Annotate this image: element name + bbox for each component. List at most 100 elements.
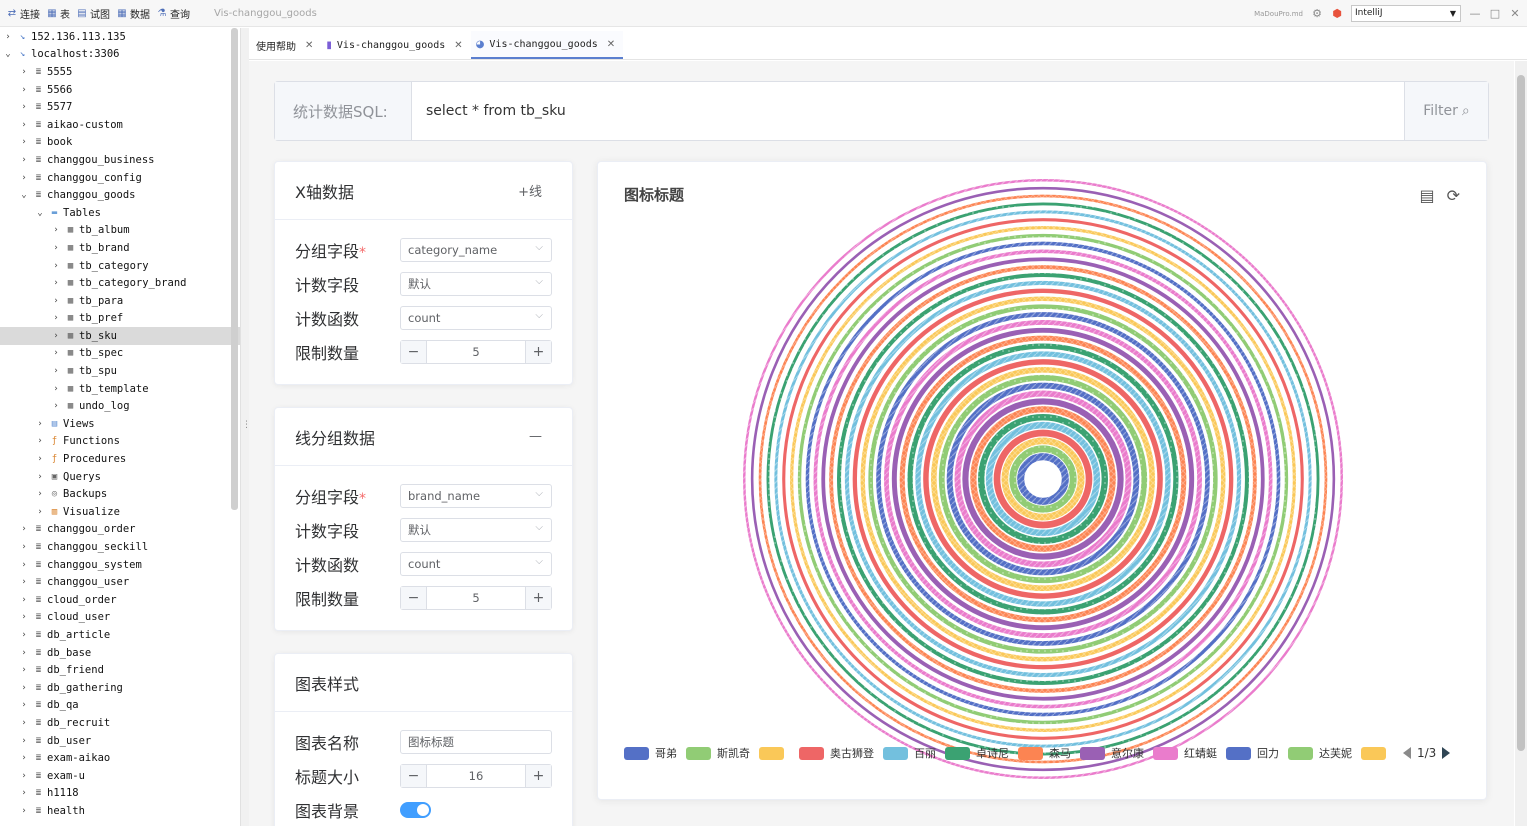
tree-item[interactable]: › ▦ tb_template	[0, 380, 240, 398]
tree-item[interactable]: › ▦ tb_category_brand	[0, 274, 240, 292]
ring-series[interactable]	[829, 265, 1257, 693]
chevron-icon[interactable]: ›	[37, 418, 43, 429]
legend-item[interactable]: 达芙妮	[1288, 745, 1352, 761]
settings-icon[interactable]: ⚙	[1312, 7, 1322, 20]
chevron-icon[interactable]: ›	[5, 31, 11, 42]
chevron-icon[interactable]: ›	[53, 242, 59, 253]
ring-series[interactable]	[970, 406, 1116, 552]
add-line-button[interactable]: +线	[518, 185, 542, 200]
tree-item[interactable]: › ≣ db_article	[0, 626, 240, 644]
chevron-icon[interactable]: ›	[53, 260, 59, 271]
tree-item[interactable]: › ≣ changgou_user	[0, 573, 240, 591]
close-tab-icon[interactable]: ✕	[454, 39, 463, 51]
ring-series[interactable]	[923, 359, 1163, 599]
tree-item[interactable]: › ≣ 5566	[0, 81, 240, 99]
tree-item[interactable]: › ▦ tb_sku	[0, 327, 240, 345]
legend-item[interactable]: 回力	[1226, 745, 1279, 761]
increment-button[interactable]: +	[525, 341, 551, 363]
tree-item[interactable]: › ≣ exam-aikao	[0, 749, 240, 767]
legend-item[interactable]: 哥弟	[624, 745, 677, 761]
chevron-icon[interactable]: ›	[53, 401, 59, 412]
ide-select[interactable]: IntelliJ ▼	[1351, 5, 1461, 22]
editor-tab[interactable]: ◕ Vis-changgou_goods ✕	[470, 31, 624, 59]
tree-item[interactable]: › ≣ changgou_system	[0, 556, 240, 574]
tree-item[interactable]: › ▥ Visualize	[0, 503, 240, 521]
chevron-icon[interactable]: ›	[21, 119, 27, 130]
toolbar-button[interactable]: ⚗ 查询	[156, 6, 190, 21]
chevron-icon[interactable]: ›	[21, 172, 27, 183]
count-field-select[interactable]: 默认 ⌵	[400, 272, 552, 296]
tree-item[interactable]: › ≣ book	[0, 134, 240, 152]
ring-series[interactable]	[821, 257, 1265, 701]
decrement-button[interactable]: −	[401, 587, 427, 609]
chevron-icon[interactable]: ›	[21, 577, 27, 588]
chevron-icon[interactable]: ›	[21, 559, 27, 570]
chart-bg-toggle[interactable]	[400, 802, 431, 818]
chevron-icon[interactable]: ›	[53, 295, 59, 306]
toolbar-button[interactable]: ▦ 数据	[116, 6, 150, 21]
chevron-icon[interactable]: ›	[53, 278, 59, 289]
ring-series[interactable]	[985, 421, 1101, 537]
remove-line-button[interactable]: —	[529, 429, 542, 444]
tree-item[interactable]: › ≣ aikao-custom	[0, 116, 240, 134]
chevron-icon[interactable]: ›	[21, 66, 27, 77]
chevron-icon[interactable]: ›	[21, 84, 27, 95]
count-field-select[interactable]: 默认 ⌵	[400, 518, 552, 542]
chevron-icon[interactable]: ›	[37, 454, 43, 465]
legend-item[interactable]	[1361, 746, 1392, 760]
ring-series[interactable]	[899, 335, 1187, 623]
ring-series[interactable]	[915, 351, 1171, 607]
tree-item[interactable]: › ≣ db_user	[0, 732, 240, 750]
tree-item[interactable]: ⌄ ≣ changgou_goods	[0, 186, 240, 204]
tree-item[interactable]: › ▦ tb_brand	[0, 239, 240, 257]
tree-item[interactable]: › ≣ cloud_user	[0, 609, 240, 627]
next-page-icon[interactable]	[1442, 747, 1451, 759]
chevron-icon[interactable]: ›	[21, 154, 27, 165]
tree-item[interactable]: › ≣ exam-u	[0, 767, 240, 785]
ring-series[interactable]	[907, 343, 1179, 615]
panel-splitter[interactable]: ⋮	[241, 28, 251, 826]
ring-series[interactable]	[1017, 453, 1069, 505]
ring-series[interactable]	[766, 202, 1320, 756]
close-tab-icon[interactable]: ✕	[606, 38, 616, 50]
legend-item[interactable]: 森马	[1018, 745, 1071, 761]
ring-series[interactable]	[954, 390, 1132, 568]
chevron-icon[interactable]: ⌄	[5, 49, 11, 60]
close-icon[interactable]: ✕	[1510, 7, 1520, 20]
ring-series[interactable]	[758, 194, 1328, 764]
ring-series[interactable]	[938, 374, 1148, 584]
chevron-icon[interactable]: ›	[21, 665, 27, 676]
chevron-icon[interactable]: ›	[21, 524, 27, 535]
chevron-icon[interactable]: ›	[21, 137, 27, 148]
group-field-select[interactable]: brand_name ⌵	[400, 484, 552, 508]
chevron-icon[interactable]: ›	[37, 506, 43, 517]
editor-tab[interactable]: ▮ Vis-changgou_goods ✕	[321, 31, 470, 59]
ring-series[interactable]	[742, 178, 1344, 780]
ring-series[interactable]	[774, 210, 1312, 748]
document-icon[interactable]: ▤	[1419, 186, 1435, 205]
increment-button[interactable]: +	[525, 587, 551, 609]
ring-series[interactable]	[789, 225, 1297, 733]
tree-item[interactable]: › ≣ db_gathering	[0, 679, 240, 697]
tree-item[interactable]: › ≣ db_base	[0, 644, 240, 662]
count-func-select[interactable]: count ⌵	[400, 552, 552, 576]
chevron-icon[interactable]: ›	[21, 770, 27, 781]
ring-series[interactable]	[750, 186, 1336, 772]
tree-item[interactable]: › ≣ h1118	[0, 785, 240, 803]
decrement-button[interactable]: −	[401, 765, 427, 787]
chevron-icon[interactable]: ›	[21, 753, 27, 764]
chevron-icon[interactable]: ›	[21, 682, 27, 693]
chevron-icon[interactable]: ›	[37, 436, 43, 447]
toolbar-button[interactable]: ▤ 试图	[76, 6, 110, 21]
ring-series[interactable]	[1009, 445, 1077, 513]
chevron-icon[interactable]: ›	[21, 700, 27, 711]
chevron-icon[interactable]: ›	[53, 348, 59, 359]
tree-item[interactable]: › ▦ tb_spu	[0, 362, 240, 380]
chevron-icon[interactable]: ›	[21, 594, 27, 605]
chevron-icon[interactable]: ›	[53, 330, 59, 341]
tree-item[interactable]: › ƒ Procedures	[0, 450, 240, 468]
tree-item[interactable]: › ƒ Functions	[0, 433, 240, 451]
tree-item[interactable]: › ≣ health	[0, 802, 240, 820]
ring-series[interactable]	[1001, 437, 1085, 521]
chevron-icon[interactable]: ›	[37, 471, 43, 482]
